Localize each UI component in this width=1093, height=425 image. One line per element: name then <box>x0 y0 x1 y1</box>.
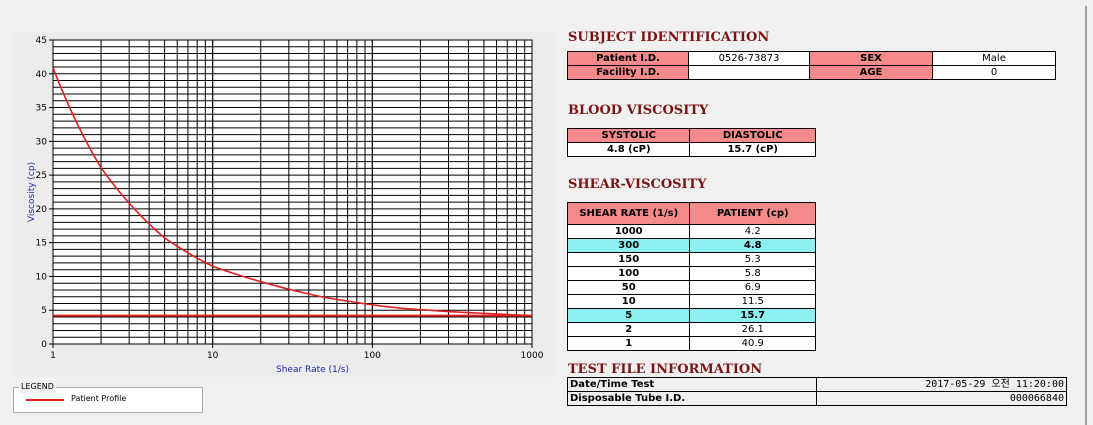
y-tick-label: 20 <box>36 205 48 215</box>
file-section-title: TEST FILE INFORMATION <box>568 362 763 377</box>
y-tick-label: 40 <box>36 70 48 80</box>
x-tick-label: 10 <box>207 351 219 361</box>
shear-rate-cell: 5 <box>566 308 691 323</box>
patient-cp-cell: 6.9 <box>689 280 816 295</box>
shear-row: 50 6.9 <box>566 280 816 295</box>
viscosity-chart: 0 5 10 15 20 25 30 35 40 45 1 10 100 1000 Shear Rate (… <box>12 32 555 377</box>
facility-id-label: Facility I.D. <box>567 65 689 80</box>
shear-viscosity-table: SHEAR RATE (1/s) PATIENT (cp) 1000 4.2 300… <box>566 202 816 351</box>
subject-section-title: SUBJECT IDENTIFICATION <box>568 30 770 45</box>
x-tick-label: 100 <box>364 351 381 361</box>
shear-section-title: SHEAR-VISCOSITY <box>568 177 707 192</box>
legend-box: LEGEND Patient Profile <box>13 381 203 413</box>
patient-cp-cell: 40.9 <box>689 336 816 351</box>
window-border <box>1085 6 1087 425</box>
test-file-table: Date/Time Test 2017-05-29 오전 11:20:00 Di… <box>567 377 1067 406</box>
shear-row: 300 4.8 <box>566 238 816 253</box>
y-tick-label: 5 <box>41 306 47 316</box>
chart-svg: 0 5 10 15 20 25 30 35 40 45 1 10 100 1000 Shear Rate (… <box>12 32 555 377</box>
shear-rate-header: SHEAR RATE (1/s) <box>566 202 691 225</box>
patient-id-label: Patient I.D. <box>567 51 689 66</box>
shear-rate-cell: 300 <box>566 238 691 253</box>
patient-cp-cell: 5.3 <box>689 252 816 267</box>
x-tick-label: 1 <box>50 351 56 361</box>
shear-rate-cell: 50 <box>566 280 691 295</box>
y-axis-title: Viscosity (cp) <box>27 162 37 222</box>
shear-rate-cell: 10 <box>566 294 691 309</box>
shear-rate-cell: 1 <box>566 336 691 351</box>
age-value: 0 <box>932 65 1056 80</box>
shear-row: 1 40.9 <box>566 336 816 351</box>
shear-row: 5 15.7 <box>566 308 816 323</box>
shear-row: 2 26.1 <box>566 322 816 337</box>
patient-cp-header: PATIENT (cp) <box>689 202 816 225</box>
shear-row: 10 11.5 <box>566 294 816 309</box>
y-tick-label: 30 <box>36 137 48 147</box>
patient-cp-cell: 4.8 <box>689 238 816 253</box>
shear-rate-cell: 100 <box>566 266 691 281</box>
blood-viscosity-table: SYSTOLIC DIASTOLIC 4.8 (cP) 15.7 (cP) <box>566 128 816 157</box>
sex-label: SEX <box>809 51 933 66</box>
y-tick-label: 15 <box>36 239 47 249</box>
sex-value: Male <box>932 51 1056 66</box>
shear-row: 100 5.8 <box>566 266 816 281</box>
diastolic-value: 15.7 (cP) <box>689 142 816 157</box>
diastolic-label: DIASTOLIC <box>689 128 816 143</box>
shear-rate-cell: 1000 <box>566 224 691 239</box>
y-tick-label: 0 <box>41 340 47 350</box>
legend-line-swatch <box>26 399 64 401</box>
tube-id-value: 000066840 <box>815 391 1067 406</box>
shear-row: 1000 4.2 <box>566 224 816 239</box>
y-tick-label: 45 <box>36 36 47 46</box>
legend-series-label: Patient Profile <box>71 394 127 403</box>
x-axis-title: Shear Rate (1/s) <box>276 365 349 375</box>
plot-area <box>52 39 533 345</box>
x-tick-label: 1000 <box>521 351 544 361</box>
y-tick-label: 25 <box>36 171 47 181</box>
legend-title: LEGEND <box>19 381 56 393</box>
patient-cp-cell: 15.7 <box>689 308 816 323</box>
patient-cp-cell: 11.5 <box>689 294 816 309</box>
patient-id-value: 0526-73873 <box>688 51 810 66</box>
blood-section-title: BLOOD VISCOSITY <box>568 103 709 118</box>
shear-row: 150 5.3 <box>566 252 816 267</box>
shear-rate-cell: 150 <box>566 252 691 267</box>
patient-cp-cell: 26.1 <box>689 322 816 337</box>
tube-id-label: Disposable Tube I.D. <box>567 391 817 406</box>
shear-rate-cell: 2 <box>566 322 691 337</box>
subject-table: Patient I.D. 0526-73873 SEX Male Facilit… <box>567 51 1056 80</box>
systolic-value: 4.8 (cP) <box>566 142 691 157</box>
datetime-value: 2017-05-29 오전 11:20:00 <box>815 377 1067 392</box>
datetime-label: Date/Time Test <box>567 377 817 392</box>
facility-id-value <box>688 65 810 80</box>
systolic-label: SYSTOLIC <box>566 128 691 143</box>
patient-cp-cell: 5.8 <box>689 266 816 281</box>
age-label: AGE <box>809 65 933 80</box>
patient-cp-cell: 4.2 <box>689 224 816 239</box>
y-tick-label: 10 <box>36 272 48 282</box>
series-line-patient-profile <box>52 67 533 317</box>
y-tick-label: 35 <box>36 104 47 114</box>
